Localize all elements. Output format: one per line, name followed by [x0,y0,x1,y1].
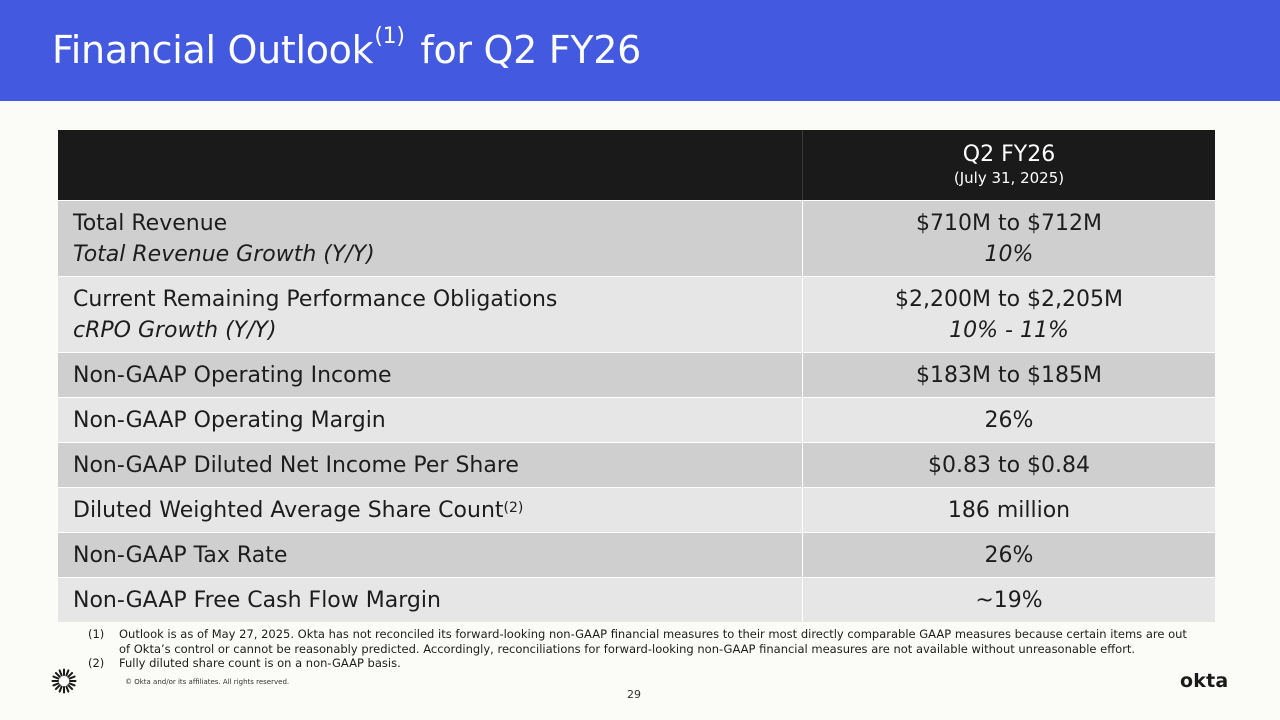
metric-label: Current Remaining Performance Obligation… [73,286,558,312]
copyright-text: © Okta and/or its affiliates. All rights… [125,678,290,686]
metric-sub-label: cRPO Growth (Y/Y) [73,317,277,343]
row-value-cell: 26% [803,398,1215,442]
footnotes: (1) Outlook is as of May 27, 2025. Okta … [88,627,1188,671]
table-row: Non-GAAP Operating Income $183M to $185M [58,352,1215,397]
row-value-cell: $710M to $712M 10% [803,201,1215,276]
outlook-table: Q2 FY26 (July 31, 2025) Total Revenue To… [58,130,1215,622]
metric-label-text: Diluted Weighted Average Share Count [73,497,504,523]
table-row: Current Remaining Performance Obligation… [58,276,1215,352]
footnote-number: (2) [88,656,105,670]
table-header-label-cell [58,130,803,200]
row-label-cell: Non-GAAP Diluted Net Income Per Share [58,443,803,487]
row-value-cell: 26% [803,533,1215,577]
row-label-cell: Non-GAAP Free Cash Flow Margin [58,578,803,622]
metric-label: Non-GAAP Free Cash Flow Margin [73,587,441,613]
metric-label: Non-GAAP Tax Rate [73,542,288,568]
page-title: Financial Outlook(1) for Q2 FY26 [52,24,642,72]
table-header: Q2 FY26 (July 31, 2025) [58,130,1215,200]
metric-value: 26% [984,407,1034,433]
row-label-cell: Total Revenue Total Revenue Growth (Y/Y) [58,201,803,276]
table-row: Non-GAAP Free Cash Flow Margin ~19% [58,577,1215,622]
row-value-cell: $183M to $185M [803,353,1215,397]
row-value-cell: 186 million [803,488,1215,532]
table-row: Total Revenue Total Revenue Growth (Y/Y)… [58,200,1215,276]
metric-value: $710M to $712M [915,210,1102,236]
title-rest: for Q2 FY26 [420,28,642,72]
row-label-cell: Non-GAAP Operating Income [58,353,803,397]
metric-label: Non-GAAP Operating Margin [73,407,386,433]
row-value-cell: $2,200M to $2,205M 10% - 11% [803,277,1215,352]
footnote: (1) Outlook is as of May 27, 2025. Okta … [88,627,1188,656]
row-label-cell: Non-GAAP Tax Rate [58,533,803,577]
metric-sub-label: Total Revenue Growth (Y/Y) [73,241,375,267]
metric-value: 26% [984,542,1034,568]
page-number: 29 [627,688,641,701]
table-row: Diluted Weighted Average Share Count(2) … [58,487,1215,532]
metric-sub-value: 10% [984,241,1034,267]
okta-sunburst-icon [51,668,77,694]
footnote-ref: (2) [503,499,524,516]
table-row: Non-GAAP Operating Margin 26% [58,397,1215,442]
row-value-cell: ~19% [803,578,1215,622]
header-banner: Financial Outlook(1) for Q2 FY26 [0,0,1280,101]
title-footnote-ref: (1) [374,24,405,49]
metric-value: 186 million [947,497,1071,523]
metric-label: Total Revenue [73,210,228,236]
metric-value: ~19% [975,587,1043,613]
row-value-cell: $0.83 to $0.84 [803,443,1215,487]
period-date: (July 31, 2025) [953,169,1065,187]
table-row: Non-GAAP Diluted Net Income Per Share $0… [58,442,1215,487]
table-row: Non-GAAP Tax Rate 26% [58,532,1215,577]
table-header-period-cell: Q2 FY26 (July 31, 2025) [803,130,1215,200]
metric-label: Diluted Weighted Average Share Count(2) [73,495,802,526]
metric-sub-value: 10% - 11% [949,317,1069,343]
okta-wordmark: okta [1180,670,1229,692]
metric-value: $2,200M to $2,205M [895,286,1123,312]
footnote-text: Outlook is as of May 27, 2025. Okta has … [119,627,1187,656]
metric-value: $183M to $185M [915,362,1102,388]
period-label: Q2 FY26 [962,142,1056,167]
row-label-cell: Non-GAAP Operating Margin [58,398,803,442]
metric-label: Non-GAAP Operating Income [73,362,392,388]
footnote-number: (1) [88,627,105,641]
title-main: Financial Outlook [52,28,374,72]
metric-label: Non-GAAP Diluted Net Income Per Share [73,452,519,478]
footnote: (2) Fully diluted share count is on a no… [88,656,1188,671]
row-label-cell: Current Remaining Performance Obligation… [58,277,803,352]
footnote-text: Fully diluted share count is on a non-GA… [119,656,401,670]
row-label-cell: Diluted Weighted Average Share Count(2) [58,488,803,532]
metric-value: $0.83 to $0.84 [927,452,1091,478]
